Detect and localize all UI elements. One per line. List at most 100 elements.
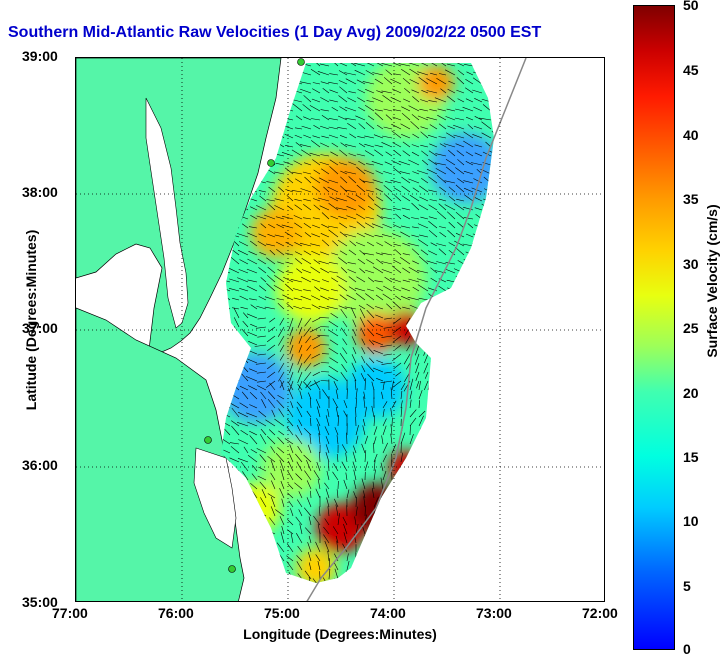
velocity-arrow — [290, 401, 294, 409]
velocity-arrow — [382, 442, 388, 454]
velocity-arrow — [234, 355, 240, 364]
velocity-arrow — [482, 288, 492, 292]
velocity-arrow — [237, 277, 249, 283]
velocity-arrow — [313, 259, 321, 265]
velocity-arrow — [359, 317, 366, 328]
velocity-arrow — [419, 185, 429, 193]
velocity-arrow — [427, 497, 433, 508]
velocity-arrow — [366, 303, 375, 310]
velocity-arrow — [374, 587, 379, 598]
velocity-arrow — [472, 530, 481, 535]
velocity-arrow — [447, 88, 456, 94]
colorbar-tick: 45 — [683, 62, 699, 78]
velocity-arrow — [311, 98, 321, 103]
velocity-arrow — [250, 206, 258, 211]
velocity-arrow — [446, 211, 456, 220]
velocity-arrow — [321, 135, 330, 139]
velocity-arrow — [247, 279, 258, 283]
velocity-arrow — [490, 387, 494, 391]
velocity-arrow — [381, 362, 393, 365]
velocity-arrow — [275, 452, 285, 463]
velocity-arrow — [455, 108, 465, 112]
velocity-arrow — [445, 541, 450, 553]
velocity-arrow — [229, 442, 240, 445]
velocity-arrow — [296, 533, 303, 544]
velocity-arrow — [420, 99, 429, 103]
velocity-arrow — [380, 462, 384, 472]
velocity-arrow — [221, 390, 231, 400]
velocity-arrow — [282, 294, 294, 301]
velocity-arrow — [394, 194, 402, 202]
velocity-arrow — [225, 308, 231, 319]
velocity-arrow — [424, 371, 429, 379]
velocity-arrow — [437, 114, 447, 121]
velocity-arrow — [431, 335, 438, 344]
velocity-arrow — [329, 357, 339, 364]
velocity-arrow — [303, 222, 312, 229]
velocity-arrow — [457, 260, 465, 265]
velocity-arrow — [221, 373, 222, 382]
velocity-arrow — [286, 555, 294, 562]
velocity-arrow — [278, 408, 285, 418]
velocity-arrow — [500, 575, 507, 580]
velocity-arrow — [490, 567, 494, 571]
y-axis-label: Latitude (Degrees:Minutes) — [23, 229, 39, 411]
velocity-arrow — [465, 161, 474, 166]
velocity-arrow — [464, 301, 474, 310]
velocity-arrow — [436, 379, 442, 391]
velocity-arrow — [400, 589, 401, 597]
velocity-arrow — [427, 409, 434, 418]
velocity-arrow — [328, 329, 339, 337]
velocity-arrow — [312, 198, 321, 202]
velocity-arrow — [285, 145, 294, 148]
velocity-arrow — [286, 426, 294, 436]
velocity-arrow — [421, 90, 429, 94]
velocity-arrow — [419, 108, 429, 112]
velocity-arrow — [278, 335, 285, 346]
velocity-arrow — [278, 362, 285, 373]
velocity-arrow — [481, 458, 490, 463]
velocity-arrow — [289, 362, 294, 374]
velocity-arrow — [444, 379, 456, 382]
velocity-arrow — [500, 390, 508, 391]
velocity-arrow — [374, 280, 384, 283]
velocity-arrow — [411, 226, 420, 229]
velocity-arrow — [421, 150, 429, 157]
velocity-arrow — [237, 249, 249, 256]
velocity-arrow — [487, 329, 492, 337]
velocity-arrow — [408, 178, 420, 184]
velocity-arrow — [311, 140, 321, 148]
velocity-arrow — [264, 306, 276, 310]
velocity-arrow — [274, 205, 285, 211]
velocity-arrow — [485, 276, 492, 283]
velocity-arrow — [371, 161, 384, 166]
velocity-arrow — [361, 443, 366, 454]
velocity-arrow — [252, 465, 258, 472]
velocity-arrow — [308, 535, 312, 544]
velocity-arrow — [225, 335, 231, 346]
velocity-arrow — [355, 506, 358, 517]
velocity-arrow — [345, 452, 348, 463]
velocity-arrow — [457, 178, 465, 184]
pamlico-sound — [193, 447, 237, 549]
velocity-arrow — [381, 261, 393, 265]
velocity-arrow — [335, 389, 339, 400]
velocity-arrow — [393, 207, 402, 211]
velocity-arrow — [445, 526, 450, 535]
velocity-arrow — [363, 252, 375, 256]
velocity-arrow — [268, 125, 276, 130]
velocity-arrow — [436, 579, 443, 583]
velocity-arrow — [297, 353, 303, 365]
velocity-arrow — [492, 304, 494, 310]
velocity-arrow — [303, 454, 312, 463]
velocity-arrow — [427, 472, 436, 481]
velocity-arrow — [463, 489, 469, 499]
velocity-arrow — [364, 561, 366, 571]
velocity-arrow — [444, 325, 456, 328]
velocity-arrow — [294, 199, 303, 202]
velocity-arrow — [428, 229, 438, 238]
velocity-arrow — [372, 266, 384, 274]
velocity-arrow — [295, 142, 303, 148]
velocity-arrow — [229, 457, 240, 463]
velocity-arrow — [490, 492, 494, 499]
